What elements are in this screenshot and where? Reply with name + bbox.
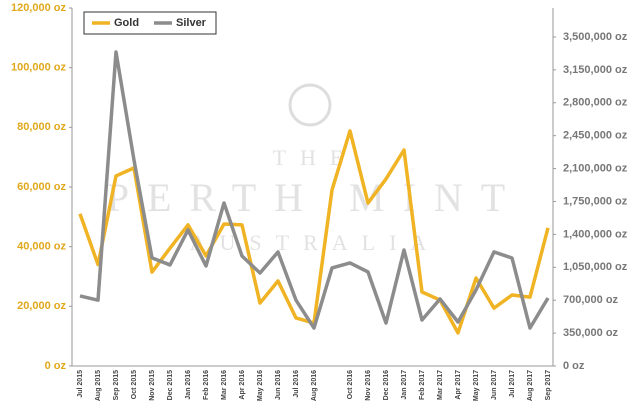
watermark-logo bbox=[288, 83, 332, 127]
y2-tick-label: 0 oz bbox=[563, 360, 585, 372]
x-tick-label: Jan 2017 bbox=[401, 370, 408, 400]
x-tick-label: Feb 2016 bbox=[203, 370, 210, 400]
y-tick-label: 20,000 oz bbox=[17, 300, 66, 312]
y2-tick-label: 350,000 oz bbox=[563, 327, 619, 339]
x-tick-label: Aug 2016 bbox=[311, 370, 318, 401]
legend-label: Gold bbox=[114, 17, 139, 29]
x-tick-label: Sep 2015 bbox=[113, 370, 120, 400]
x-tick-label: Dec 2016 bbox=[383, 370, 390, 400]
y-tick-label: 0 oz bbox=[45, 360, 67, 372]
y2-tick-label: 1,400,000 oz bbox=[563, 228, 628, 240]
y-tick-label: 60,000 oz bbox=[17, 181, 66, 193]
y2-tick-label: 2,100,000 oz bbox=[563, 162, 628, 174]
legend-label: Silver bbox=[176, 17, 207, 29]
y2-tick-label: 2,450,000 oz bbox=[563, 130, 628, 142]
y2-tick-label: 1,750,000 oz bbox=[563, 195, 628, 207]
x-tick-label: Jan 2016 bbox=[185, 370, 192, 400]
y2-tick-label: 700,000 oz bbox=[563, 294, 619, 306]
y2-tick-label: 1,050,000 oz bbox=[563, 261, 628, 273]
x-tick-label: Feb 2017 bbox=[419, 370, 426, 400]
x-tick-label: Jul 2017 bbox=[509, 370, 516, 398]
x-tick-label: May 2016 bbox=[257, 370, 264, 401]
x-tick-label: Mar 2016 bbox=[221, 370, 228, 400]
watermark-text: THE bbox=[273, 145, 358, 170]
x-tick-label: May 2017 bbox=[473, 370, 480, 401]
y2-tick-label: 2,800,000 oz bbox=[563, 97, 628, 109]
x-tick-label: Aug 2015 bbox=[95, 370, 102, 401]
y-tick-label: 80,000 oz bbox=[17, 121, 66, 133]
x-tick-label: Jun 2017 bbox=[491, 370, 498, 400]
x-tick-label: Oct 2016 bbox=[347, 370, 354, 399]
y2-tick-label: 3,500,000 oz bbox=[563, 31, 628, 43]
x-tick-label: Jul 2016 bbox=[293, 370, 300, 398]
x-tick-label: Aug 2017 bbox=[527, 370, 534, 401]
x-tick-label: Sep 2017 bbox=[545, 370, 552, 400]
legend: Gold Silver bbox=[83, 11, 217, 35]
watermark: THE PERTH MINT AUSTRALIA bbox=[107, 83, 523, 255]
y-tick-label: 120,000 oz bbox=[11, 2, 67, 14]
series-line bbox=[79, 50, 550, 330]
x-tick-label: Nov 2015 bbox=[149, 370, 156, 401]
y-tick-label: 100,000 oz bbox=[11, 62, 67, 74]
x-tick-label: Jul 2015 bbox=[77, 370, 84, 398]
legend-box bbox=[83, 11, 217, 35]
x-tick-label: Apr 2017 bbox=[455, 370, 462, 400]
x-tick-label: Mar 2017 bbox=[437, 370, 444, 400]
y-tick-label: 40,000 oz bbox=[17, 241, 66, 253]
x-tick-label: Apr 2016 bbox=[239, 370, 246, 400]
x-tick-label: Jun 2016 bbox=[275, 370, 282, 400]
x-tick-label: Oct 2015 bbox=[131, 370, 138, 399]
y2-tick-label: 3,150,000 oz bbox=[563, 64, 628, 76]
watermark-text: PERTH MINT bbox=[107, 175, 523, 220]
x-tick-label: Nov 2016 bbox=[365, 370, 372, 401]
watermark-text: AUSTRALIA bbox=[190, 230, 441, 255]
x-tick-label: Dec 2015 bbox=[167, 370, 174, 400]
